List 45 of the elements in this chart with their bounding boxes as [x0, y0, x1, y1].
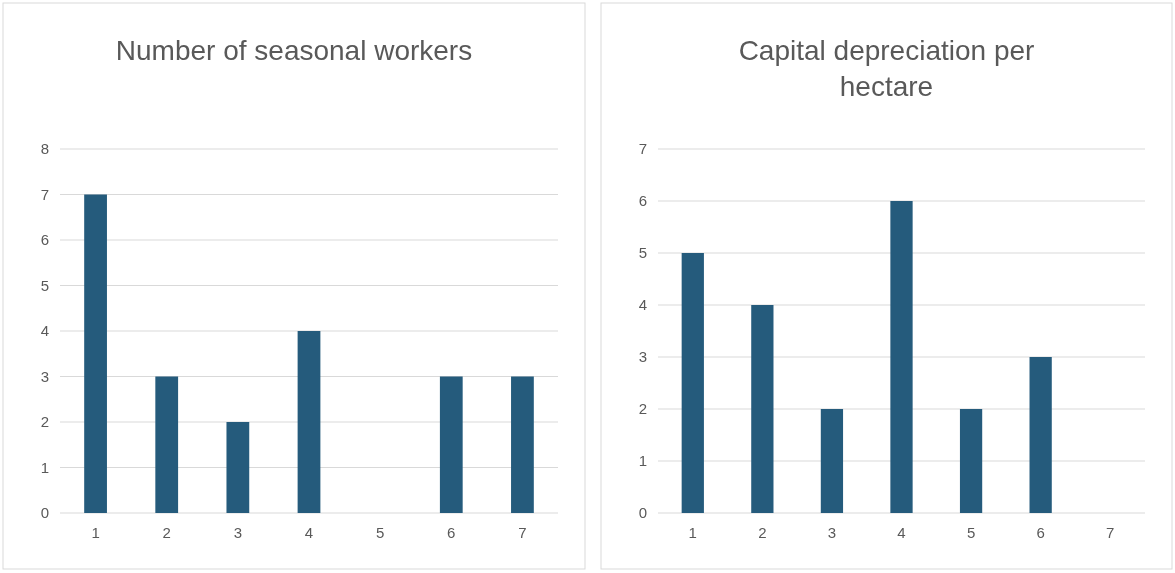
y-tick-label: 0 — [40, 504, 49, 522]
chart-title: Capital depreciation per hectare — [738, 35, 1035, 102]
x-tick-label: 3 — [233, 523, 243, 541]
bar — [959, 409, 983, 513]
bar — [155, 376, 179, 513]
x-tick-label: 5 — [375, 523, 385, 541]
x-tick-label: 6 — [1036, 523, 1045, 541]
bar — [439, 376, 463, 513]
y-tick-label: 1 — [40, 458, 49, 476]
x-tick-label: 1 — [688, 523, 697, 541]
y-tick-label: 0 — [638, 504, 647, 522]
y-tick-label: 7 — [40, 185, 49, 203]
bar — [820, 409, 844, 513]
x-tick-label: 3 — [827, 523, 837, 541]
chart-title: Number of seasonal workers — [115, 35, 473, 66]
x-tick-label: 2 — [758, 523, 767, 541]
y-tick-label: 2 — [638, 400, 647, 418]
x-tick-label: 7 — [1106, 523, 1115, 541]
bar — [1029, 357, 1052, 513]
bar — [681, 253, 704, 513]
x-tick-label: 4 — [304, 523, 314, 541]
bar — [890, 201, 913, 513]
x-tick-label: 5 — [966, 523, 976, 541]
y-tick-label: 1 — [638, 452, 647, 470]
y-tick-label: 6 — [40, 231, 49, 249]
x-tick-label: 6 — [447, 523, 456, 541]
y-tick-label: 4 — [40, 322, 49, 340]
y-tick-label: 3 — [40, 367, 49, 385]
bar — [226, 422, 250, 513]
y-tick-label: 7 — [638, 140, 647, 158]
x-tick-label: 4 — [897, 523, 906, 541]
bar — [84, 194, 107, 513]
y-tick-label: 4 — [638, 296, 647, 314]
x-tick-label: 7 — [518, 523, 527, 541]
bar — [751, 305, 774, 513]
bar — [511, 376, 534, 513]
y-tick-label: 5 — [40, 276, 49, 294]
x-tick-label: 1 — [91, 523, 100, 541]
x-tick-label: 2 — [162, 523, 171, 541]
y-tick-label: 5 — [638, 244, 647, 262]
y-tick-label: 6 — [638, 192, 647, 210]
y-tick-label: 3 — [638, 348, 647, 366]
bar — [297, 331, 321, 513]
y-tick-label: 8 — [40, 140, 49, 158]
y-tick-label: 2 — [40, 413, 49, 431]
